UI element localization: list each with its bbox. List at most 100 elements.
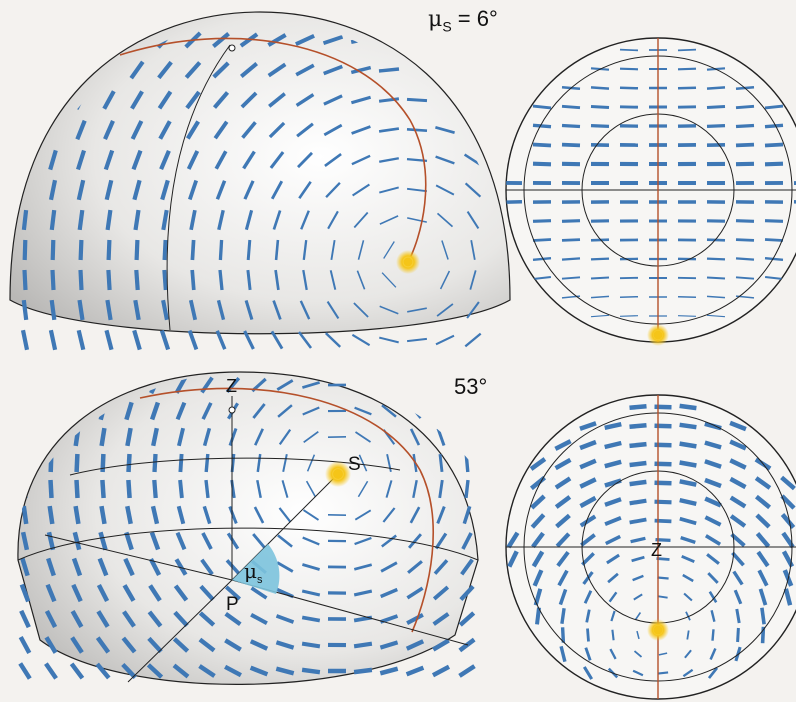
polarization-dash (462, 35, 484, 45)
polarization-dash (585, 609, 591, 623)
polarization-dash (105, 299, 113, 321)
polarization-dash (157, 60, 173, 80)
polarization-dash (579, 495, 597, 509)
polarization-dash (707, 667, 719, 679)
polarization-dash (633, 593, 643, 601)
polarization-dash (582, 666, 594, 680)
polarization-dash (162, 239, 168, 261)
polarization-dash (409, 506, 421, 524)
polarization-dash (353, 641, 373, 649)
polarization-dash (224, 585, 242, 601)
polarization-dash (187, 179, 199, 201)
polarization-dash (704, 459, 722, 469)
polarization-dash (406, 337, 428, 343)
polarization-dash (72, 401, 82, 421)
polarization-dash (71, 375, 83, 395)
polarization-dash (434, 66, 456, 74)
polarization-dash (105, 209, 113, 231)
polarization-dash (679, 403, 697, 411)
top-caption-subscript: S (442, 18, 452, 35)
polarization-dash (629, 460, 647, 468)
polarization-dash (244, 299, 254, 321)
polarization-dash (152, 479, 158, 499)
polarization-dash (250, 586, 268, 600)
polarization-dash (256, 479, 262, 499)
polarization-dash (681, 554, 695, 564)
polarization-dash (435, 184, 455, 196)
polarization-dash (556, 551, 570, 567)
polarization-dash (764, 219, 784, 223)
observer-label: P (226, 594, 239, 615)
polarization-dash (302, 509, 320, 521)
polarization-dash (530, 513, 546, 529)
polarization-dash (407, 377, 423, 393)
polarization-dash (379, 336, 399, 344)
polarization-dash (215, 180, 227, 200)
polarization-dash (729, 495, 747, 509)
polarization-dash (535, 607, 541, 625)
polarization-dash (434, 36, 456, 44)
polarization-dash (354, 536, 372, 546)
polarization-dash (657, 576, 669, 580)
polarization-dash (218, 269, 224, 291)
polarization-dash (706, 105, 726, 109)
polarization-dash (214, 150, 228, 170)
polarization-dash (148, 584, 162, 602)
polarization-dash (49, 209, 57, 231)
polarization-dash (215, 330, 227, 350)
polarization-dash (224, 638, 242, 652)
polarization-dash (379, 614, 399, 624)
polarization-dash (275, 614, 295, 624)
polarization-dash (147, 636, 163, 654)
polarization-dash (190, 239, 196, 261)
polarization-dash (125, 505, 133, 525)
zenith-label: Z (226, 376, 237, 396)
polarization-dash (657, 671, 669, 675)
polarization-dash (76, 329, 86, 351)
polarization-dash (352, 183, 370, 197)
polarization-dash (561, 142, 581, 148)
polarization-dash (47, 427, 55, 447)
polarization-dash (729, 420, 747, 432)
polarization-dash (631, 555, 645, 563)
polarization-dash (560, 608, 566, 624)
polarization-dash (706, 238, 726, 242)
polarization-dash (45, 30, 61, 50)
polarization-dash (296, 122, 314, 138)
polarization-dash (274, 269, 280, 291)
polarization-dash (581, 552, 595, 566)
polarization-dash (298, 181, 312, 199)
polarization-dash (590, 295, 610, 299)
polarization-dash (458, 664, 476, 678)
polarization-dash (124, 531, 134, 551)
polarization-dash (708, 591, 718, 603)
polarization-dash (46, 557, 56, 577)
bottom-dome-meridian (139, 387, 434, 633)
polarization-dash (711, 629, 715, 641)
polarization-dash (459, 584, 475, 602)
polarization-dash (327, 210, 339, 230)
polarization-dash (21, 427, 29, 447)
polarization-dash (436, 506, 446, 524)
polarization-dash (301, 667, 321, 675)
polarization-dash (225, 376, 241, 394)
polarization-dash (20, 149, 30, 171)
polarization-dash (532, 219, 552, 223)
bottom-dome-sun-line (231, 473, 339, 581)
polarization-dash (464, 453, 470, 473)
polarization-dash (202, 427, 212, 447)
polarization-dash (278, 428, 292, 446)
polarization-dash (125, 427, 133, 447)
polarization-dash (199, 584, 215, 602)
polarization-dash (122, 584, 136, 602)
polarization-dash (189, 209, 197, 231)
polarization-dash (464, 479, 470, 499)
polarization-dash (706, 257, 726, 261)
polarization-dash (297, 151, 313, 169)
polarization-dash (132, 179, 142, 201)
polarization-dash (754, 476, 772, 490)
polarization-dash (704, 515, 722, 527)
polarization-dash (629, 479, 647, 487)
polarization-dash (435, 126, 455, 134)
polarization-dash (48, 149, 58, 171)
